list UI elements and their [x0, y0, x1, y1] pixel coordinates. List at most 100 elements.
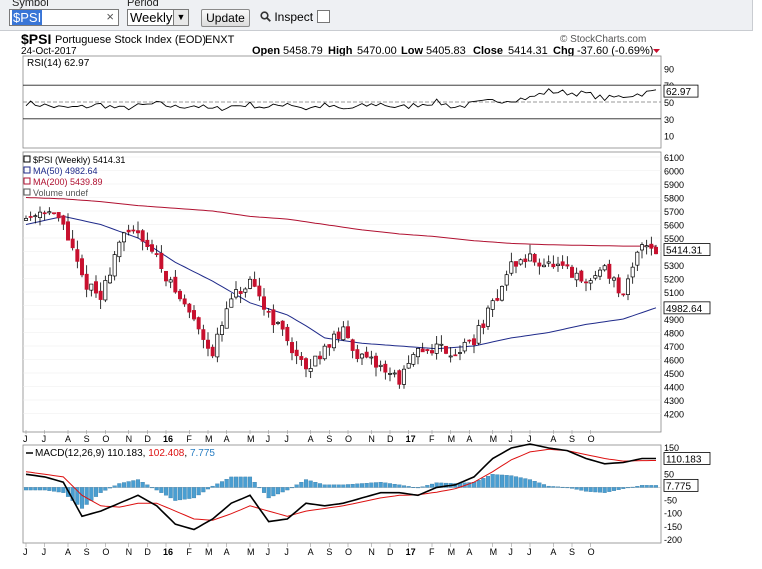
macd-histogram-bar — [350, 483, 355, 488]
rsi-line — [25, 88, 657, 112]
price-tick-label: 5200 — [664, 275, 684, 285]
legend-entry: Volume undef — [33, 188, 89, 198]
time-label: A — [550, 434, 556, 444]
candle-up — [112, 254, 117, 277]
candle-down — [126, 229, 131, 233]
candle-up — [229, 298, 234, 308]
macd-tick-label: -100 — [664, 509, 682, 519]
price-tick-label: 4700 — [664, 342, 684, 352]
time-label: J — [508, 547, 513, 557]
macd-histogram-bar — [135, 479, 141, 488]
price-tick-label: 4600 — [664, 356, 684, 366]
time-label: M — [490, 434, 498, 444]
symbol-label: Symbol — [12, 0, 49, 9]
macd-histogram-bar — [112, 485, 117, 488]
update-button[interactable]: Update — [201, 9, 250, 27]
macd-histogram-bar — [289, 487, 295, 489]
candle-down — [304, 358, 308, 370]
hist-value-tag-box — [663, 478, 699, 492]
inspect-toggle[interactable]: Inspect — [260, 10, 313, 24]
price-tick-label: 5600 — [664, 221, 684, 231]
macd-histogram-bar — [75, 487, 80, 505]
candle-down — [271, 309, 276, 326]
price-tick-label: 4500 — [664, 369, 684, 379]
hist-value-tag-text: 7.775 — [666, 481, 691, 492]
macd-histogram-bar — [233, 476, 239, 488]
clear-icon[interactable]: × — [106, 9, 114, 24]
period-select[interactable]: Weekly ▼ — [127, 9, 189, 26]
macd-histogram-bar — [341, 484, 346, 488]
candle-up — [108, 274, 112, 284]
candle-up — [103, 280, 108, 301]
legend-entry: $PSI (Weekly) 5414.31 — [33, 155, 125, 165]
candle-down — [257, 285, 262, 297]
time-label: M — [448, 434, 456, 444]
candle-down — [397, 370, 402, 385]
candle-down — [266, 310, 271, 313]
macd-histogram-bar — [378, 482, 383, 488]
candle-up — [528, 253, 532, 262]
time-label: F — [186, 547, 192, 557]
candle-up — [546, 261, 551, 264]
macd-histogram-bar — [527, 479, 533, 488]
macd-legend-bg — [24, 447, 270, 459]
candle-up — [518, 259, 523, 265]
time-label: N — [368, 547, 375, 557]
macd-histogram-bar — [607, 487, 612, 492]
candle-up — [476, 325, 481, 344]
time-label: F — [429, 434, 435, 444]
time-label: O — [588, 547, 595, 557]
macd-histogram-bar — [191, 487, 197, 499]
macd-title: MACD(12,26,9) 110.183, 102.408, 7.775 — [35, 448, 215, 459]
macd-histogram-bar — [173, 487, 178, 501]
candle-down — [444, 345, 448, 354]
candle-down — [294, 349, 299, 357]
time-label: J — [508, 434, 513, 444]
macd-histogram-bar — [569, 487, 575, 489]
time-label: N — [126, 547, 132, 557]
macd-histogram-bar — [499, 474, 505, 488]
legend-swatch — [23, 155, 31, 163]
rsi-tick-label: 10 — [664, 132, 674, 142]
macd-value-tag-text: 110.183 — [666, 454, 702, 465]
macd-title-hist: 7.775 — [190, 448, 215, 459]
legend-swatch — [23, 188, 31, 196]
macd-value-tag-box — [663, 452, 711, 465]
open-value: 5458.79 — [283, 45, 323, 57]
ma50-line — [25, 215, 657, 350]
price-tick-label: 5100 — [664, 288, 684, 298]
macd-histogram-bar — [373, 482, 379, 488]
macd-histogram-bar — [513, 476, 519, 488]
candle-down — [131, 229, 136, 232]
close-value-tag-box — [663, 243, 711, 256]
macd-histogram-bar — [159, 487, 164, 493]
macd-histogram-bar — [42, 487, 47, 491]
macd-histogram-bar — [163, 487, 169, 496]
inspect-checkbox[interactable] — [317, 10, 330, 23]
time-label: J — [42, 547, 47, 557]
legend-entry: MA(200) 5439.89 — [33, 177, 103, 187]
macd-histogram-bar — [616, 487, 621, 490]
chevron-down-icon[interactable]: ▼ — [173, 10, 188, 25]
candle-down — [425, 349, 430, 352]
symbol-input[interactable]: $PSI × — [9, 9, 119, 26]
price-tick-label: 6000 — [664, 167, 684, 177]
candle-down — [178, 290, 182, 300]
down-arrow-icon — [653, 49, 660, 53]
price-tick-label: 5300 — [664, 261, 684, 271]
candle-down — [66, 221, 70, 241]
macd-histogram-bar — [201, 487, 206, 493]
macd-histogram-bar — [317, 483, 323, 488]
candle-up — [542, 264, 546, 268]
macd-histogram-bar — [219, 481, 225, 488]
candle-down — [467, 339, 472, 342]
macd-histogram-bar — [33, 487, 38, 491]
price-panel: 6100600059005800570056005500540053005200… — [22, 151, 711, 433]
time-label: A — [550, 547, 556, 557]
macd-histogram-bar — [93, 487, 99, 497]
macd-histogram-bar — [476, 480, 481, 488]
time-label: O — [588, 434, 595, 444]
candle-up — [509, 261, 514, 274]
candle-down — [98, 290, 103, 300]
candle-up — [644, 245, 649, 248]
